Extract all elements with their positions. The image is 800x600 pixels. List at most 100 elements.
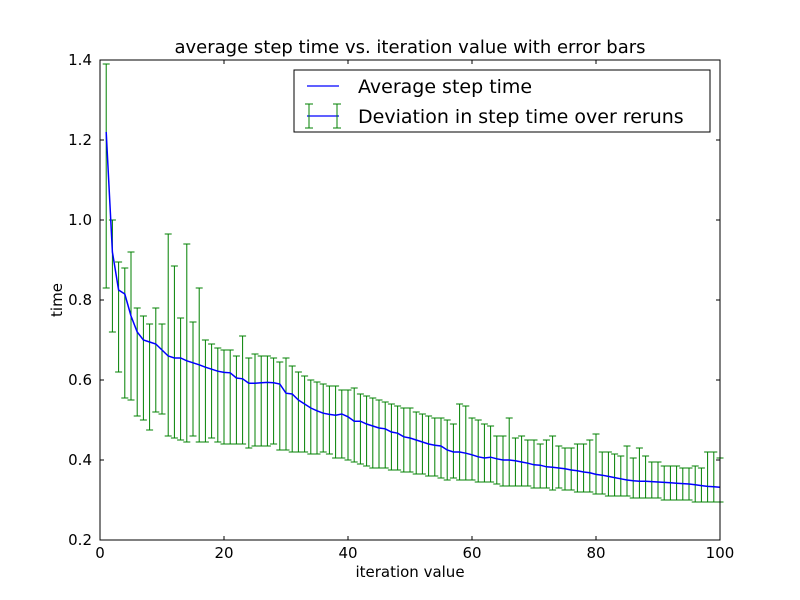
error-bar	[189, 321, 197, 437]
x-tick-label: 40	[338, 544, 357, 562]
y-tick-label: 1.4	[68, 51, 92, 69]
chart-title: average step time vs. iteration value wi…	[174, 37, 645, 58]
error-bar	[288, 365, 296, 453]
legend-box	[293, 69, 711, 133]
error-bar	[629, 457, 637, 499]
series-line-average-step-time	[105, 131, 721, 488]
error-bar	[239, 335, 247, 445]
error-bar	[232, 355, 240, 445]
error-bar	[654, 461, 662, 499]
error-bar	[369, 397, 377, 469]
y-tick-label: 1.2	[68, 131, 92, 149]
error-bar	[139, 315, 147, 421]
error-bar	[177, 317, 185, 441]
error-bar	[276, 361, 284, 451]
error-bar	[555, 445, 563, 489]
legend-label-deviation: Deviation in step time over reruns	[358, 106, 684, 128]
error-bar	[183, 243, 191, 443]
y-tick-label: 0.4	[68, 451, 92, 469]
error-bar	[164, 233, 172, 437]
legend-errorbar-swatch	[305, 103, 341, 129]
error-bar	[319, 383, 327, 453]
error-bar	[115, 261, 123, 373]
error-bar	[158, 323, 166, 415]
y-axis-label: time	[48, 283, 66, 317]
y-tick-label: 1.0	[68, 211, 92, 229]
error-bar	[381, 401, 389, 469]
error-bar	[536, 443, 544, 489]
x-tick-label: 80	[586, 544, 605, 562]
error-bar	[208, 343, 216, 439]
error-bar	[201, 339, 209, 443]
error-bar	[108, 219, 116, 333]
error-bar	[425, 415, 433, 477]
error-bar	[635, 447, 643, 499]
error-bar	[431, 417, 439, 477]
error-bar	[611, 453, 619, 497]
error-bar	[294, 371, 302, 453]
error-bar	[542, 439, 550, 489]
error-bar	[462, 405, 470, 481]
error-bar	[387, 403, 395, 471]
error-bar	[245, 357, 253, 449]
error-bar	[505, 417, 513, 487]
error-bar	[704, 451, 712, 503]
error-bar	[549, 435, 557, 491]
error-bar	[648, 461, 656, 499]
error-bar	[313, 381, 321, 455]
x-axis-label: iteration value	[355, 563, 464, 581]
error-bar	[121, 267, 129, 399]
error-bar	[332, 385, 340, 459]
error-bar	[325, 385, 333, 455]
plot-area	[102, 63, 724, 503]
error-bar	[282, 357, 290, 451]
error-bar	[580, 443, 588, 493]
error-bar	[530, 439, 538, 489]
error-bar	[586, 439, 594, 493]
y-tick-label: 0.6	[68, 371, 92, 389]
x-axis-ticks: 0 20 40 60 80 100	[95, 60, 734, 562]
error-bar	[642, 455, 650, 499]
error-bar	[226, 349, 234, 445]
error-bar	[598, 451, 606, 495]
error-bar	[102, 63, 110, 289]
error-bar	[220, 349, 228, 445]
error-bar	[400, 407, 408, 473]
error-bar	[592, 433, 600, 495]
error-bar	[170, 265, 178, 439]
error-bar	[691, 465, 699, 503]
x-tick-label: 0	[95, 544, 105, 562]
y-tick-label: 0.2	[68, 531, 92, 549]
error-bar	[518, 435, 526, 487]
error-bar	[412, 411, 420, 475]
error-bar	[363, 395, 371, 467]
legend: Average step time Deviation in step time…	[293, 69, 711, 133]
error-bar	[406, 407, 414, 473]
error-bar	[375, 399, 383, 469]
error-bar	[499, 435, 507, 487]
error-bar	[573, 443, 581, 493]
error-bar	[214, 347, 222, 443]
error-bar	[437, 417, 445, 479]
error-bar	[604, 451, 612, 497]
error-bar	[493, 435, 501, 485]
error-bar	[270, 357, 278, 445]
error-bar	[394, 405, 402, 471]
error-bar	[133, 307, 141, 417]
error-bar	[567, 447, 575, 491]
error-bar	[146, 323, 154, 431]
error-bar	[418, 413, 426, 475]
error-bar	[468, 417, 476, 481]
error-bar	[257, 355, 265, 447]
error-bar	[511, 437, 519, 487]
error-bar	[127, 251, 135, 401]
legend-label-average: Average step time	[358, 76, 532, 98]
error-bar	[487, 425, 495, 483]
x-tick-label: 60	[462, 544, 481, 562]
error-bar	[307, 379, 315, 455]
error-bar	[344, 389, 352, 461]
error-bar	[350, 387, 358, 463]
x-tick-label: 100	[706, 544, 735, 562]
error-bar	[152, 307, 160, 413]
